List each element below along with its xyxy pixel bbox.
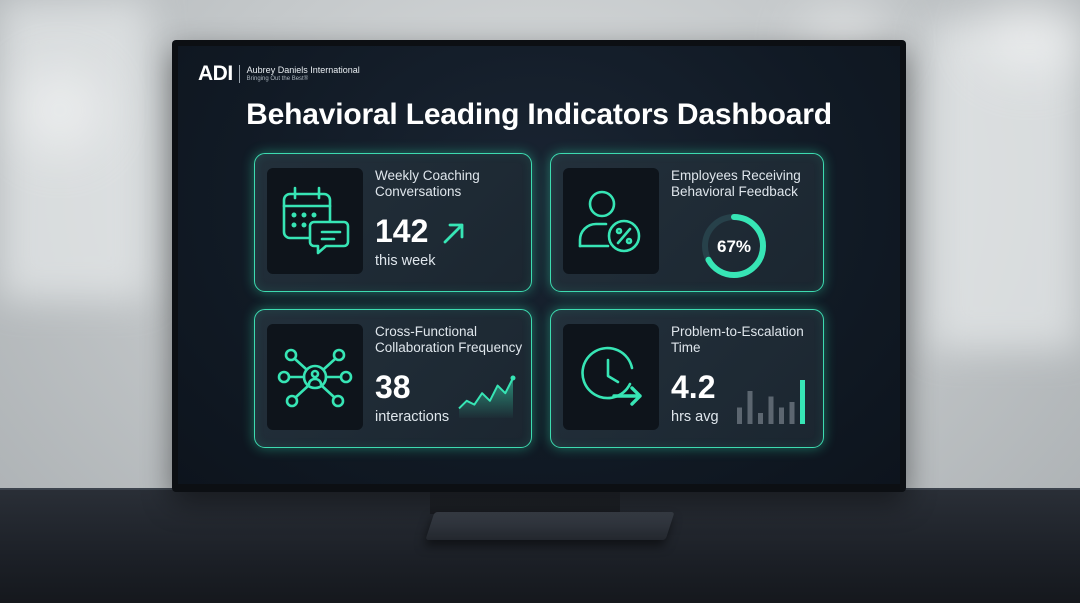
collaboration-value: 38 — [375, 369, 411, 405]
collaboration-caption: interactions — [375, 409, 450, 425]
escalation-bar — [737, 407, 742, 424]
escalation-value: 4.2 — [671, 369, 716, 405]
card-behavioral-feedback[interactable]: Employees Receiving Behavioral Feedback … — [550, 153, 824, 292]
card-title: Weekly Coaching Conversations — [375, 168, 480, 199]
clock-arrow-icon — [563, 324, 659, 430]
gauge-value: 67% — [717, 237, 751, 256]
escalation-bar — [779, 407, 784, 424]
company-name: Aubrey Daniels International — [246, 65, 360, 75]
monitor: ADI Aubrey Daniels International Bringin… — [172, 40, 906, 492]
escalation-bar — [800, 380, 805, 424]
dashboard-screen: ADI Aubrey Daniels International Bringin… — [178, 46, 900, 484]
escalation-bar-chart — [737, 380, 805, 424]
escalation-bar — [789, 402, 795, 424]
coaching-value: 142 — [375, 213, 429, 249]
background-light — [980, 0, 1080, 70]
background-light — [20, 70, 100, 150]
escalation-bar — [758, 413, 763, 424]
sparkline-line — [458, 377, 514, 410]
trend-up-icon — [443, 223, 464, 244]
card-collaboration[interactable]: Cross-Functional Collaboration Frequency… — [254, 309, 532, 448]
logo-divider — [238, 65, 240, 83]
card-title: Employees Receiving Behavioral Feedback — [671, 168, 801, 199]
person-percent-icon — [563, 168, 659, 274]
logo-mark: ADI — [198, 62, 233, 85]
logo-text: Aubrey Daniels International Bringing Ou… — [247, 65, 360, 83]
escalation-bar — [768, 396, 774, 424]
escalation-caption: hrs avg — [671, 409, 719, 425]
collaboration-sparkline — [458, 375, 516, 418]
page-title: Behavioral Leading Indicators Dashboard — [246, 98, 832, 131]
brand-logo: ADI Aubrey Daniels International Bringin… — [198, 62, 360, 86]
card-title: Problem-to-Escalation Time — [671, 324, 804, 355]
coaching-caption: this week — [375, 253, 436, 269]
background-window — [930, 20, 1080, 350]
escalation-bar — [747, 391, 753, 424]
card-escalation-time[interactable]: Problem-to-Escalation Time 4.2 hrs avg — [550, 309, 824, 448]
feedback-gauge: 67% — [702, 214, 766, 278]
company-tagline: Bringing Out the Best® — [246, 76, 309, 82]
calendar-chat-icon — [267, 168, 363, 274]
background-window — [0, 0, 150, 300]
sparkline-end-point — [510, 375, 516, 381]
network-icon — [267, 324, 363, 430]
monitor-stand-base — [425, 512, 675, 540]
card-weekly-coaching[interactable]: Weekly Coaching Conversations 142 this w… — [254, 153, 532, 292]
card-title: Cross-Functional Collaboration Frequency — [375, 324, 523, 355]
